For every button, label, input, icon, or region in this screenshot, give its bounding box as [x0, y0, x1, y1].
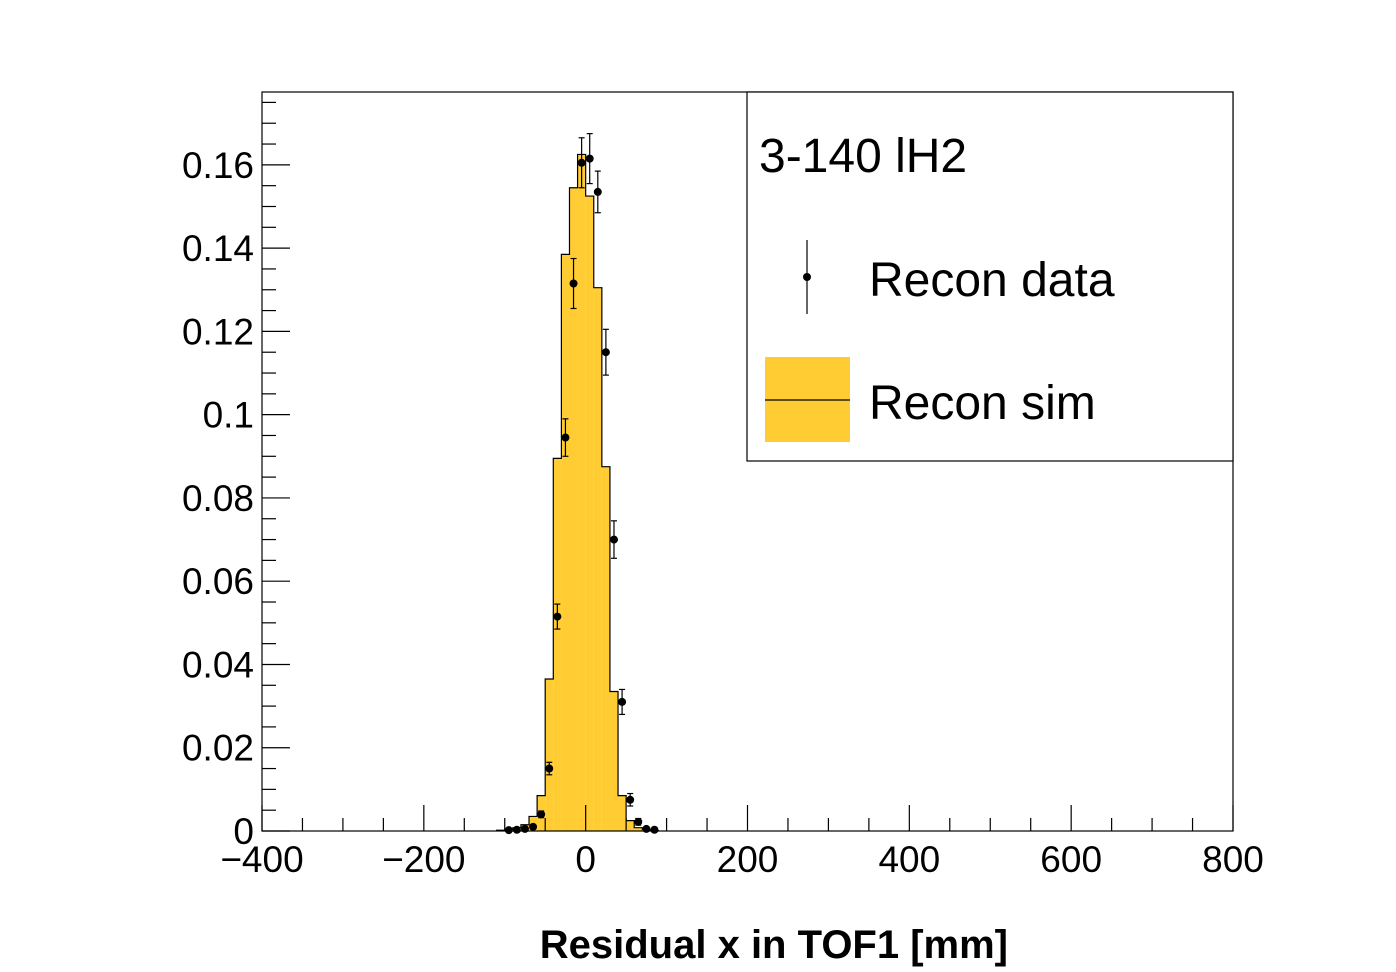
sim-bin: [634, 827, 643, 831]
data-point: [561, 418, 570, 457]
y-tick-label: 0.04: [182, 644, 254, 685]
sim-bin: [585, 196, 594, 832]
data-point: [650, 825, 659, 834]
x-axis-title: Residual x in TOF1 [mm]: [540, 923, 1008, 967]
data-point: [504, 826, 513, 835]
y-tick-label: 0.14: [182, 228, 254, 269]
data-point: [593, 170, 602, 214]
legend-header: 3-140 lH2: [759, 130, 967, 183]
x-tick-label: 200: [717, 839, 779, 880]
y-tick-label: 0.1: [203, 395, 254, 436]
data-point: [601, 328, 610, 376]
data-point: [626, 792, 635, 807]
x-tick-label: 0: [575, 839, 596, 880]
sim-bin: [609, 691, 619, 831]
data-point: [618, 688, 627, 716]
legend-marker-data: [803, 240, 811, 314]
sim-bin: [553, 458, 562, 831]
data-point: [553, 603, 562, 630]
data-point: [642, 824, 651, 833]
x-tick-label: −200: [382, 839, 465, 880]
sim-bin: [618, 795, 627, 831]
legend-marker-sim: [765, 357, 850, 442]
legend-entry-sim: Recon sim: [869, 377, 1096, 430]
sim-bin: [577, 154, 586, 832]
y-tick-label: 0.12: [182, 311, 254, 352]
data-point: [512, 825, 521, 834]
data-point: [569, 257, 578, 310]
y-tick-label: 0.16: [182, 145, 254, 186]
data-point: [577, 137, 586, 189]
sim-bin: [545, 679, 554, 831]
data-point: [520, 824, 529, 833]
sim-bin: [626, 820, 635, 831]
legend-entry-data: Recon data: [869, 254, 1115, 307]
x-tick-label: −400: [220, 839, 303, 880]
x-tick-label: 600: [1040, 839, 1102, 880]
y-tick-label: 0: [233, 811, 254, 852]
y-tick-label: 0.02: [182, 728, 254, 769]
sim-outline: [496, 153, 660, 832]
sim-bin: [601, 466, 610, 831]
sim-bin: [561, 254, 570, 831]
sim-bin: [593, 287, 602, 832]
x-tick-label: 400: [878, 839, 940, 880]
data-point: [529, 822, 538, 831]
data-point: [634, 817, 643, 826]
data-point: [585, 133, 594, 185]
y-tick-label: 0.08: [182, 478, 254, 519]
data-point: [545, 761, 554, 776]
sim-bin: [569, 187, 578, 831]
data-point: [537, 810, 546, 819]
x-tick-label: 800: [1202, 839, 1264, 880]
legend: 3-140 lH2 Recon data Recon sim: [746, 91, 1234, 462]
y-tick-label: 0.06: [182, 561, 254, 602]
data-point: [609, 520, 618, 559]
